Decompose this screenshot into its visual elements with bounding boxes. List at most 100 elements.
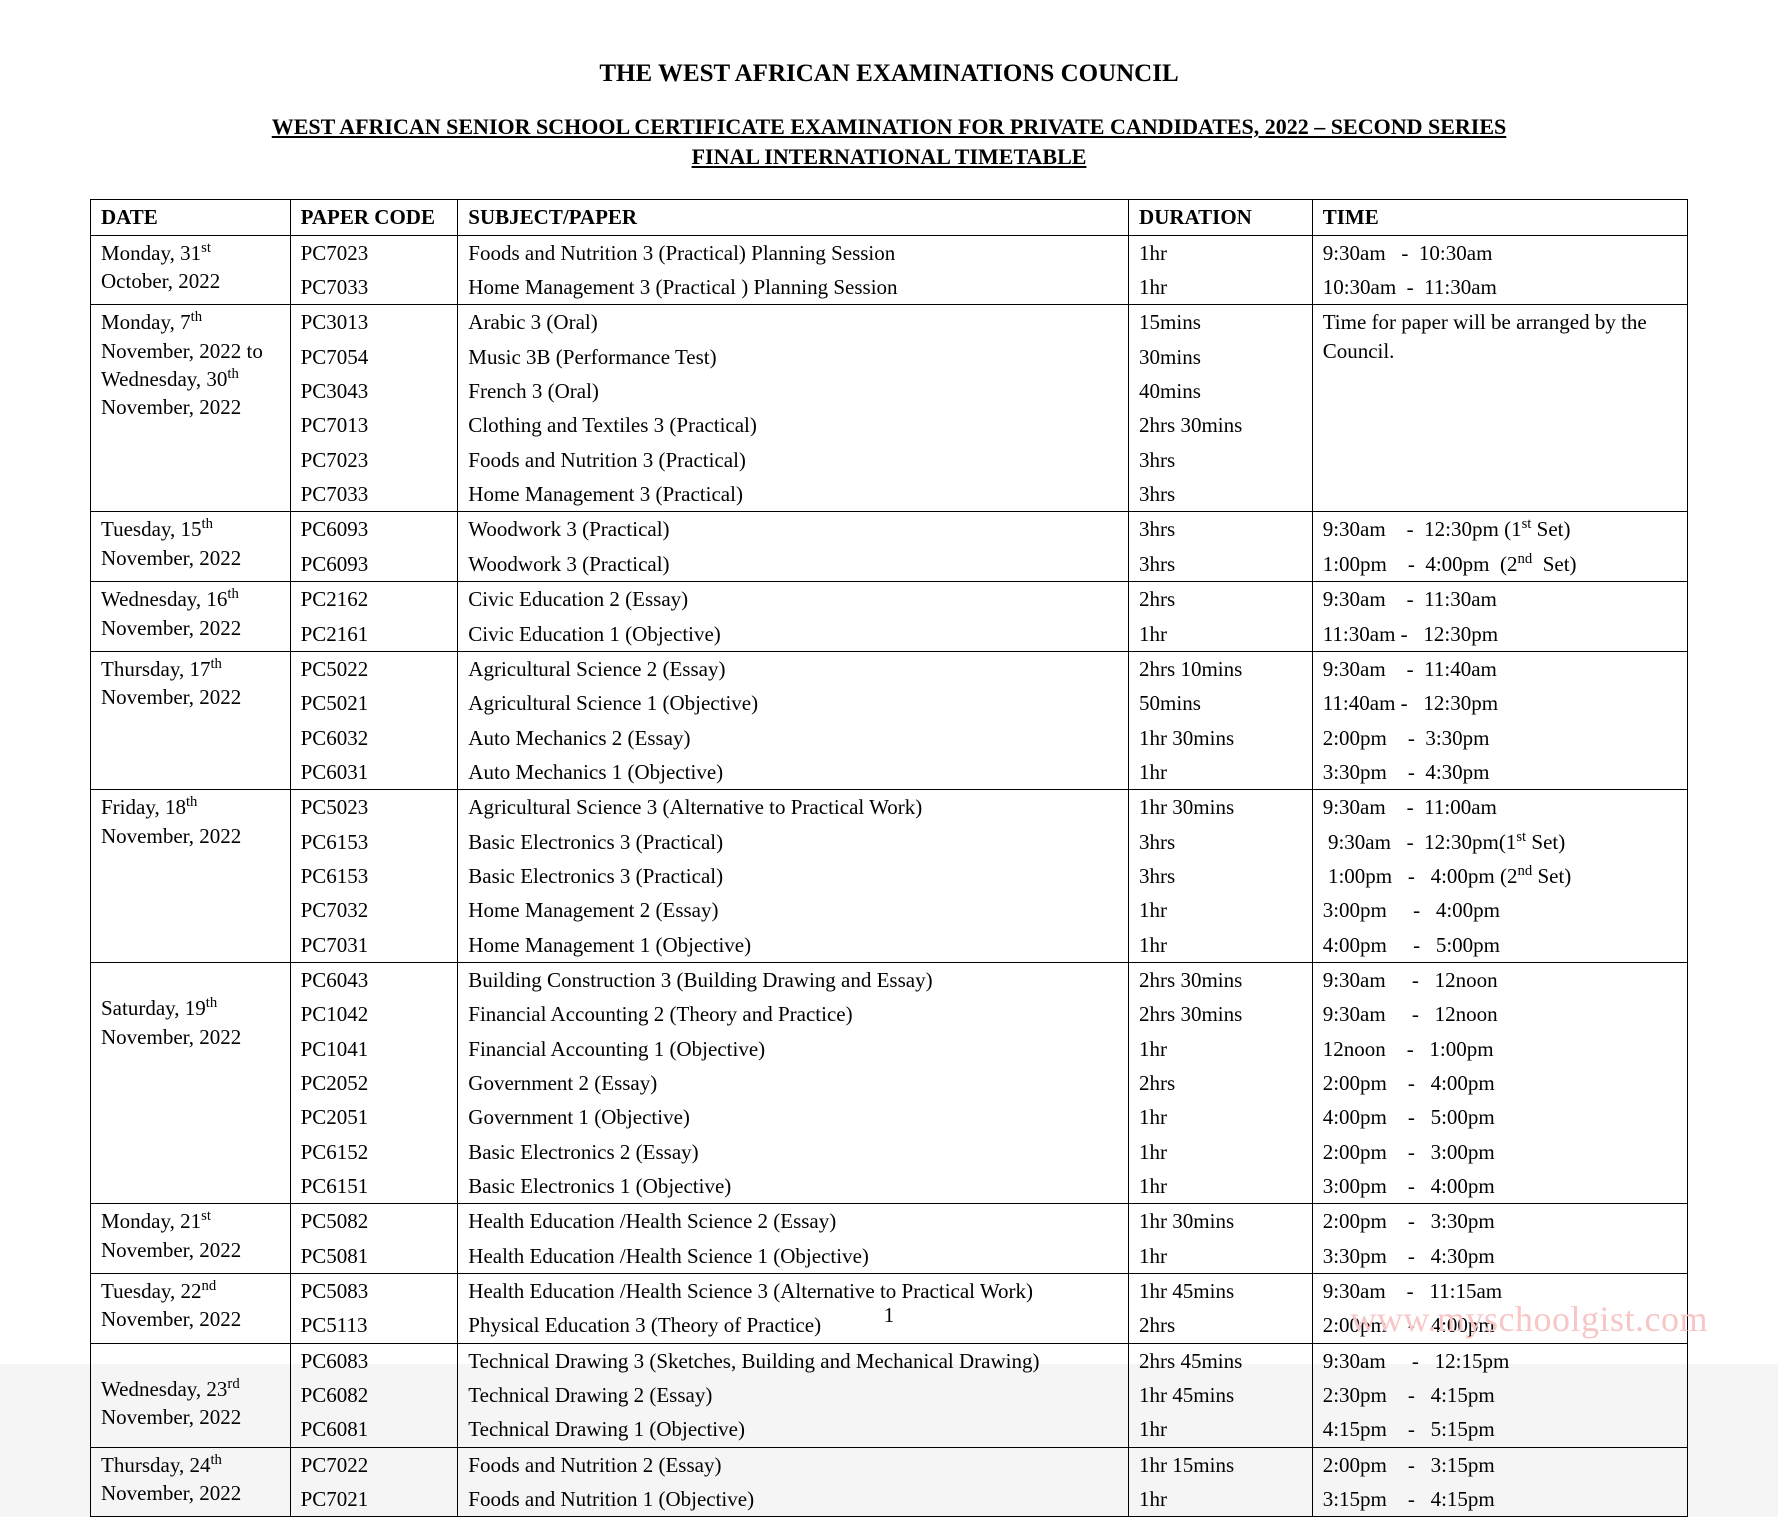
subject-paper: Agricultural Science 2 (Essay) bbox=[458, 651, 1129, 686]
duration: 1hr 30mins bbox=[1129, 1204, 1313, 1239]
date-line: Thursday, 17th bbox=[101, 655, 280, 683]
paper-code: PC3013 bbox=[290, 305, 458, 340]
table-row: Monday, 7thNovember, 2022 toWednesday, 3… bbox=[91, 305, 1688, 340]
paper-code: PC5083 bbox=[290, 1274, 458, 1309]
time-cell: 9:30am - 12:30pm(1st Set) bbox=[1312, 825, 1687, 859]
subject-paper: Clothing and Textiles 3 (Practical) bbox=[458, 408, 1129, 442]
date-line bbox=[101, 966, 280, 994]
paper-code: PC7013 bbox=[290, 408, 458, 442]
paper-code: PC1041 bbox=[290, 1032, 458, 1066]
col-header-date: DATE bbox=[91, 200, 291, 235]
table-row: Wednesday, 23rdNovember, 2022PC6083Techn… bbox=[91, 1343, 1688, 1378]
page-subtitle: WEST AFRICAN SENIOR SCHOOL CERTIFICATE E… bbox=[90, 112, 1688, 171]
date-line: Thursday, 24th bbox=[101, 1451, 280, 1479]
duration: 1hr bbox=[1129, 270, 1313, 305]
date-cell: Monday, 21stNovember, 2022 bbox=[91, 1204, 291, 1274]
time-cell: 12noon - 1:00pm bbox=[1312, 1032, 1687, 1066]
table-row: Thursday, 17thNovember, 2022PC5022Agricu… bbox=[91, 651, 1688, 686]
paper-code: PC5021 bbox=[290, 686, 458, 720]
paper-code: PC1042 bbox=[290, 997, 458, 1031]
table-row: PC6031Auto Mechanics 1 (Objective)1hr3:3… bbox=[91, 755, 1688, 790]
duration: 3hrs bbox=[1129, 825, 1313, 859]
paper-code: PC5023 bbox=[290, 790, 458, 825]
paper-code: PC5081 bbox=[290, 1239, 458, 1274]
duration: 1hr bbox=[1129, 755, 1313, 790]
table-row: PC7021Foods and Nutrition 1 (Objective)1… bbox=[91, 1482, 1688, 1517]
table-row: PC7033Home Management 3 (Practical ) Pla… bbox=[91, 270, 1688, 305]
time-cell: 9:30am - 11:30am bbox=[1312, 582, 1687, 617]
duration: 3hrs bbox=[1129, 547, 1313, 582]
duration: 1hr bbox=[1129, 1032, 1313, 1066]
date-line: Friday, 18th bbox=[101, 793, 280, 821]
duration: 2hrs 30mins bbox=[1129, 408, 1313, 442]
duration: 1hr bbox=[1129, 1412, 1313, 1447]
subject-paper: Basic Electronics 2 (Essay) bbox=[458, 1135, 1129, 1169]
date-line: Wednesday, 16th bbox=[101, 585, 280, 613]
subject-paper: French 3 (Oral) bbox=[458, 374, 1129, 408]
subject-paper: Civic Education 2 (Essay) bbox=[458, 582, 1129, 617]
table-row: PC7032Home Management 2 (Essay)1hr3:00pm… bbox=[91, 893, 1688, 927]
table-row: Monday, 21stNovember, 2022PC5082Health E… bbox=[91, 1204, 1688, 1239]
subject-paper: Agricultural Science 3 (Alternative to P… bbox=[458, 790, 1129, 825]
date-cell: Thursday, 17thNovember, 2022 bbox=[91, 651, 291, 789]
paper-code: PC7033 bbox=[290, 270, 458, 305]
duration: 2hrs 30mins bbox=[1129, 997, 1313, 1031]
duration: 1hr bbox=[1129, 617, 1313, 652]
time-cell: 4:00pm - 5:00pm bbox=[1312, 1100, 1687, 1134]
subject-paper: Woodwork 3 (Practical) bbox=[458, 512, 1129, 547]
table-row: PC1041Financial Accounting 1 (Objective)… bbox=[91, 1032, 1688, 1066]
time-cell: 9:30am - 10:30am bbox=[1312, 235, 1687, 270]
date-line: Monday, 7th bbox=[101, 308, 280, 336]
paper-code: PC3043 bbox=[290, 374, 458, 408]
date-line: Tuesday, 22nd bbox=[101, 1277, 280, 1305]
table-row: Wednesday, 16thNovember, 2022PC2162Civic… bbox=[91, 582, 1688, 617]
duration: 2hrs 45mins bbox=[1129, 1343, 1313, 1378]
page-title: THE WEST AFRICAN EXAMINATIONS COUNCIL bbox=[90, 60, 1688, 88]
table-row: PC6081Technical Drawing 1 (Objective)1hr… bbox=[91, 1412, 1688, 1447]
date-line: Wednesday, 30th bbox=[101, 365, 280, 393]
duration: 2hrs 30mins bbox=[1129, 962, 1313, 997]
table-header-row: DATE PAPER CODE SUBJECT/PAPER DURATION T… bbox=[91, 200, 1688, 235]
time-cell: 4:15pm - 5:15pm bbox=[1312, 1412, 1687, 1447]
table-row: Tuesday, 15thNovember, 2022PC6093Woodwor… bbox=[91, 512, 1688, 547]
date-cell: Thursday, 24thNovember, 2022 bbox=[91, 1447, 291, 1517]
time-cell: 2:00pm - 3:15pm bbox=[1312, 1447, 1687, 1482]
date-cell: Friday, 18thNovember, 2022 bbox=[91, 790, 291, 963]
duration: 1hr bbox=[1129, 1100, 1313, 1134]
date-line: Tuesday, 15th bbox=[101, 515, 280, 543]
table-row: PC6082Technical Drawing 2 (Essay)1hr 45m… bbox=[91, 1378, 1688, 1412]
date-cell: Monday, 7thNovember, 2022 toWednesday, 3… bbox=[91, 305, 291, 512]
subject-paper: Woodwork 3 (Practical) bbox=[458, 547, 1129, 582]
table-row: PC6032Auto Mechanics 2 (Essay)1hr 30mins… bbox=[91, 721, 1688, 755]
time-cell: 9:30am - 12:30pm (1st Set) bbox=[1312, 512, 1687, 547]
duration: 1hr 30mins bbox=[1129, 790, 1313, 825]
subject-paper: Music 3B (Performance Test) bbox=[458, 340, 1129, 374]
time-cell: 9:30am - 11:40am bbox=[1312, 651, 1687, 686]
time-cell: 2:00pm - 3:00pm bbox=[1312, 1135, 1687, 1169]
duration: 2hrs bbox=[1129, 582, 1313, 617]
duration: 2hrs bbox=[1129, 1066, 1313, 1100]
paper-code: PC6082 bbox=[290, 1378, 458, 1412]
duration: 1hr bbox=[1129, 928, 1313, 963]
paper-code: PC7054 bbox=[290, 340, 458, 374]
duration: 50mins bbox=[1129, 686, 1313, 720]
subject-paper: Health Education /Health Science 3 (Alte… bbox=[458, 1274, 1129, 1309]
col-header-time: TIME bbox=[1312, 200, 1687, 235]
paper-code: PC2161 bbox=[290, 617, 458, 652]
subject-paper: Basic Electronics 3 (Practical) bbox=[458, 825, 1129, 859]
date-line: November, 2022 to bbox=[101, 337, 280, 365]
watermark: www.myschoolgist.com bbox=[1350, 1298, 1708, 1340]
subtitle-line2: FINAL INTERNATIONAL TIMETABLE bbox=[692, 144, 1087, 169]
date-line bbox=[101, 1347, 280, 1375]
date-line: Saturday, 19th bbox=[101, 994, 280, 1022]
time-cell: 11:30am - 12:30pm bbox=[1312, 617, 1687, 652]
date-line: November, 2022 bbox=[101, 1305, 280, 1333]
subject-paper: Technical Drawing 3 (Sketches, Building … bbox=[458, 1343, 1129, 1378]
date-cell: Saturday, 19thNovember, 2022 bbox=[91, 962, 291, 1203]
subject-paper: Foods and Nutrition 3 (Practical) bbox=[458, 443, 1129, 477]
table-row: PC2052Government 2 (Essay)2hrs2:00pm - 4… bbox=[91, 1066, 1688, 1100]
table-row: PC1042Financial Accounting 2 (Theory and… bbox=[91, 997, 1688, 1031]
paper-code: PC6081 bbox=[290, 1412, 458, 1447]
subject-paper: Basic Electronics 3 (Practical) bbox=[458, 859, 1129, 893]
subject-paper: Government 2 (Essay) bbox=[458, 1066, 1129, 1100]
